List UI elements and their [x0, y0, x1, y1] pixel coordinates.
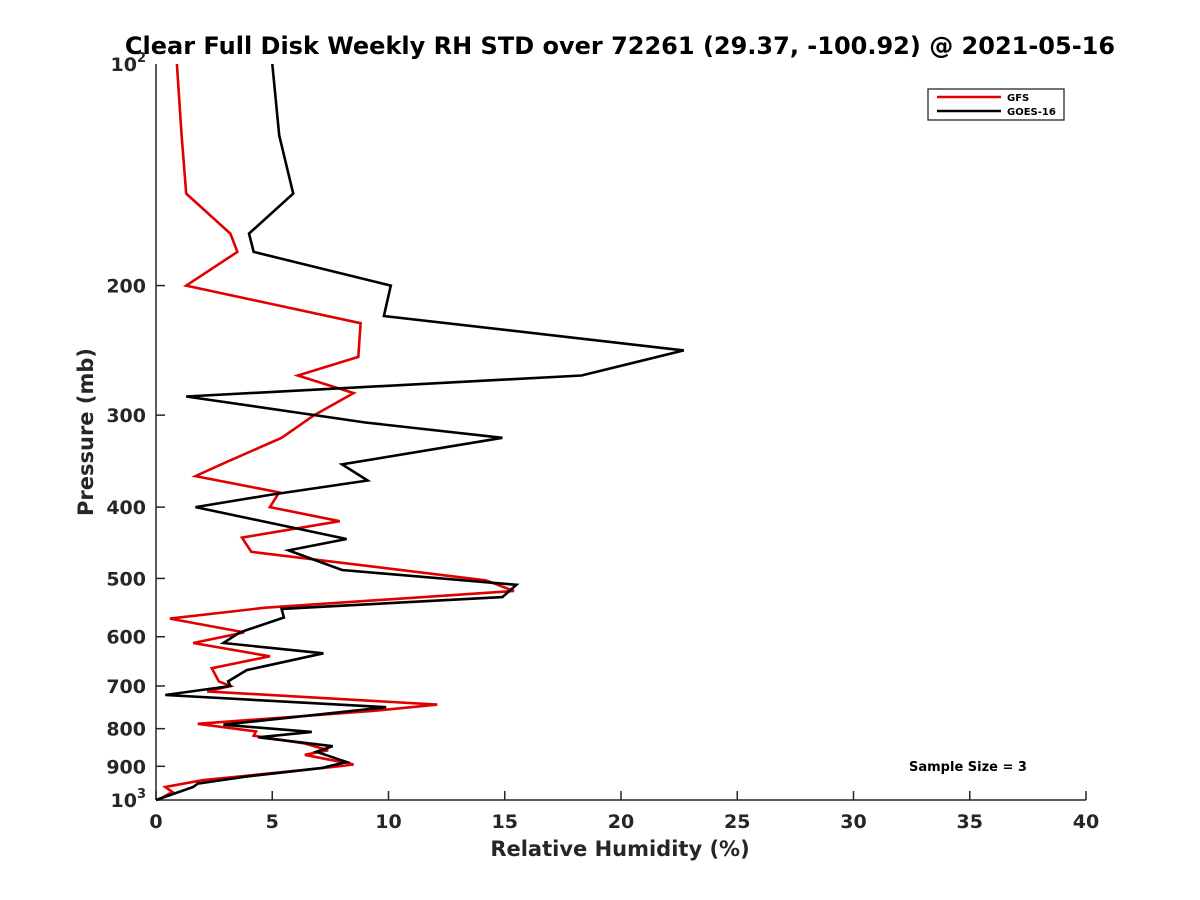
y-tick-label: 200	[106, 276, 146, 298]
x-tick-label: 15	[492, 811, 518, 833]
y-axis-label: Pressure (mb)	[74, 348, 98, 516]
sample-size-annotation: Sample Size = 3	[909, 760, 1027, 775]
x-axis-label: Relative Humidity (%)	[490, 837, 749, 861]
legend-label: GFS	[1007, 93, 1029, 104]
y-tick-label: 300	[106, 405, 146, 427]
chart-title: Clear Full Disk Weekly RH STD over 72261…	[125, 32, 1115, 60]
y-tick-label: 400	[106, 497, 146, 519]
x-tick-label: 20	[608, 811, 634, 833]
legend-label: GOES-16	[1007, 107, 1056, 118]
x-tick-label: 40	[1073, 811, 1099, 833]
y-tick-label: 500	[106, 568, 146, 590]
legend-box	[927, 88, 1065, 121]
series-layer	[155, 63, 685, 802]
x-tick-label: 5	[266, 811, 279, 833]
y-tick-label: 800	[106, 719, 146, 741]
x-tick-label: 30	[840, 811, 866, 833]
y-tick-label-bottom: 103	[111, 787, 147, 812]
x-tick-label: 10	[375, 811, 401, 833]
x-tick-label: 25	[724, 811, 750, 833]
y-tick-label: 900	[106, 756, 146, 778]
series-line-goes-16	[155, 63, 685, 802]
y-tick-label: 700	[106, 676, 146, 698]
y-tick-label: 600	[106, 627, 146, 649]
y-tick-label-top: 102	[111, 51, 147, 76]
x-tick-label: 0	[149, 811, 162, 833]
legend: GFS GOES-16	[927, 88, 1065, 121]
x-tick-label: 35	[957, 811, 983, 833]
plot-axes: 0 5 10 15 20 25 30 35 40 200 300 400 500 600 700 800 900…	[106, 51, 1099, 833]
